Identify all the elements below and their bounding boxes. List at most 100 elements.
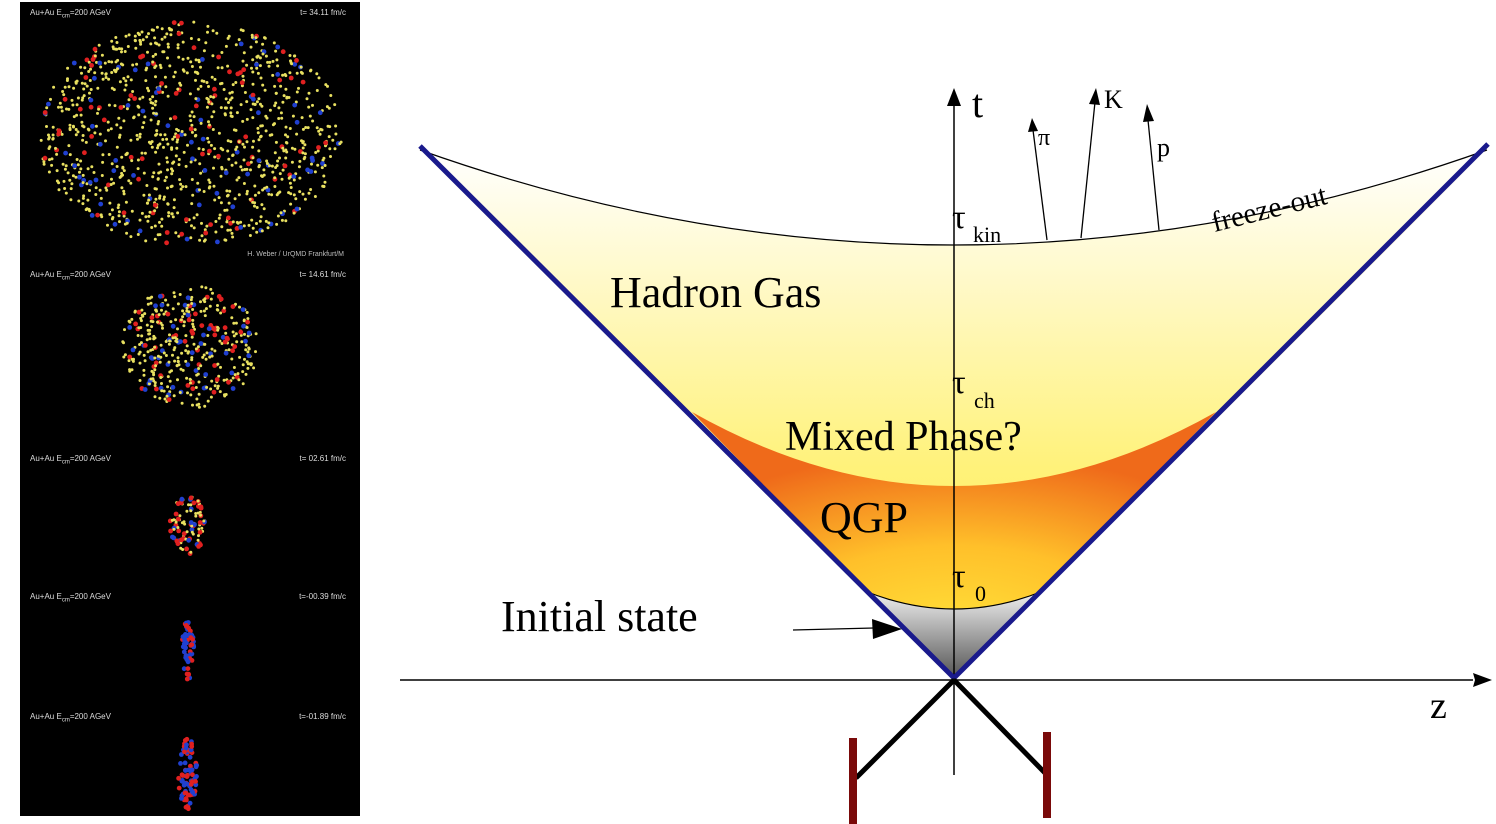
particle-dot: [182, 324, 186, 328]
particle-dot: [222, 88, 226, 91]
particle-dot: [185, 295, 191, 301]
particle-dot: [60, 109, 64, 113]
particle-dot: [80, 81, 84, 85]
particle-dot: [259, 135, 262, 139]
particle-dot: [81, 173, 85, 177]
particle-dot: [199, 121, 203, 125]
particle-dot: [186, 143, 189, 147]
particle-dot: [116, 67, 119, 71]
particle-dot: [185, 509, 189, 513]
particle-dot: [210, 354, 214, 358]
particle-dot: [129, 78, 133, 82]
particle-dot: [93, 71, 97, 75]
particle-dot: [173, 336, 177, 340]
particle-dot: [317, 76, 321, 80]
particle-dot: [242, 182, 246, 185]
particle-dot: [127, 325, 133, 330]
particle-dot: [209, 395, 213, 399]
particle-dot: [150, 140, 154, 144]
particle-dot: [160, 382, 163, 385]
particle-dot: [314, 151, 318, 154]
particle-dot: [139, 341, 143, 345]
particle-dot: [294, 58, 299, 63]
particle-dot: [267, 221, 271, 225]
particle-dot: [146, 219, 150, 223]
particle-dot: [140, 211, 144, 215]
particle-dot: [112, 181, 116, 185]
particle-dot: [88, 79, 92, 82]
particle-dot: [129, 138, 133, 142]
particle-dot: [292, 193, 296, 197]
particle-dot: [111, 216, 115, 219]
particle-dot: [164, 240, 170, 246]
particle-dot: [220, 81, 224, 85]
particle-dot: [237, 193, 241, 197]
particle-dot: [254, 40, 258, 44]
particle-dot: [245, 189, 249, 193]
particle-dot: [154, 150, 158, 154]
particle-dot: [183, 133, 187, 137]
particle-dot: [282, 163, 288, 169]
particle-dot: [200, 285, 204, 289]
particle-dot: [179, 132, 185, 137]
particle-dot: [130, 368, 134, 372]
light-cone-left: [418, 144, 956, 680]
particle-dot: [195, 71, 199, 74]
particle-dot: [177, 163, 181, 167]
particle-dot: [88, 91, 91, 95]
particle-dot: [92, 46, 98, 52]
particle-dot: [254, 332, 258, 336]
particle-dot: [170, 184, 174, 188]
particle-dot: [197, 529, 203, 535]
particle-dot: [199, 323, 205, 328]
particle-dot: [226, 149, 230, 153]
particle-dot: [178, 761, 183, 766]
particle-dot: [101, 77, 105, 81]
particle-dot: [136, 137, 139, 141]
particle-dot: [143, 151, 147, 155]
particle-dot: [82, 94, 86, 98]
particle-dot: [316, 163, 320, 167]
particle-dot: [144, 79, 148, 83]
particle-dot: [255, 206, 259, 209]
particle-dot: [234, 149, 240, 155]
particle-dot: [239, 333, 243, 337]
particle-dot: [166, 94, 170, 98]
particle-dot: [227, 157, 231, 161]
particle-dot: [166, 168, 169, 172]
particle-dot: [151, 95, 155, 99]
particle-dot: [240, 168, 244, 172]
particle-dot: [158, 360, 162, 364]
particle-dot: [174, 538, 180, 544]
particle-dot: [173, 135, 176, 139]
particle-dot: [303, 197, 307, 201]
particle-dot: [241, 67, 247, 73]
particle-dot: [136, 158, 140, 162]
particle-dot: [294, 172, 298, 176]
particle-dot: [185, 306, 189, 310]
particle-dot: [207, 148, 212, 154]
particle-dot: [122, 214, 126, 218]
initial-state-pointer: [792, 627, 875, 631]
particle-dot: [154, 112, 158, 116]
particle-dot: [131, 173, 136, 178]
particle-dot: [72, 125, 75, 129]
particle-dot: [125, 221, 129, 225]
particle-dot: [238, 70, 243, 75]
particle-dot: [177, 234, 181, 238]
particle-dot: [42, 162, 46, 166]
particle-dot: [194, 97, 198, 101]
particle-dot: [172, 75, 176, 79]
particle-dot: [152, 334, 156, 338]
particle-dot: [315, 72, 319, 76]
particle-dot: [257, 165, 261, 169]
particle-dot: [158, 63, 162, 67]
particle-dot: [183, 522, 187, 526]
particle-dot: [179, 182, 183, 186]
particle-dot: [219, 106, 223, 110]
particle-dot: [222, 325, 228, 331]
particle-dot: [234, 43, 238, 47]
particle-dot: [159, 81, 165, 86]
particle-dot: [189, 60, 193, 64]
particle-dot: [237, 140, 241, 144]
